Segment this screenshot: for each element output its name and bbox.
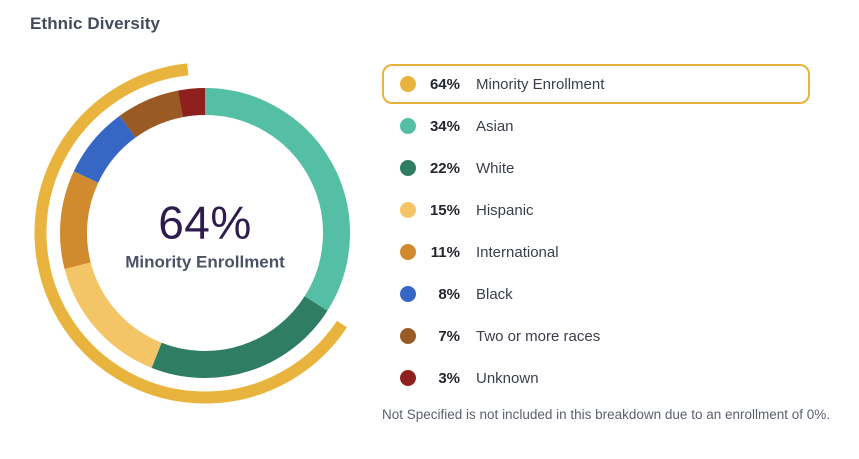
legend-label: Asian bbox=[476, 117, 514, 135]
footnote: Not Specified is not included in this br… bbox=[382, 407, 831, 422]
legend-row-hispanic[interactable]: 15% Hispanic bbox=[382, 190, 810, 230]
legend-label: Minority Enrollment bbox=[476, 75, 605, 93]
legend-color-dot bbox=[400, 118, 416, 134]
legend-row-white[interactable]: 22% White bbox=[382, 148, 810, 188]
legend-color-dot bbox=[400, 244, 416, 260]
legend-percent: 7% bbox=[438, 327, 460, 345]
donut-chart-area: 64% Minority Enrollment bbox=[0, 0, 420, 459]
legend-percent: 22% bbox=[429, 159, 460, 177]
legend-row-international[interactable]: 11% International bbox=[382, 232, 810, 272]
legend: 64% Minority Enrollment 34% Asian 22% Wh… bbox=[382, 64, 810, 398]
donut-segment-hispanic[interactable] bbox=[64, 261, 162, 368]
outer-arc-minority-enrollment[interactable] bbox=[34, 63, 348, 404]
legend-label: Two or more races bbox=[476, 327, 601, 345]
legend-percent: 3% bbox=[438, 369, 460, 387]
donut-segment-black[interactable] bbox=[73, 115, 136, 184]
legend-label: Black bbox=[476, 285, 513, 303]
legend-label: International bbox=[476, 243, 559, 261]
section-title: Ethnic Diversity bbox=[30, 14, 161, 33]
legend-row-two-or-more-races[interactable]: 7% Two or more races bbox=[382, 316, 810, 356]
legend-color-dot bbox=[400, 76, 416, 92]
donut-segment-white[interactable] bbox=[151, 295, 328, 378]
legend-percent: 34% bbox=[429, 117, 460, 135]
legend-percent: 11% bbox=[430, 243, 460, 261]
legend-label: White bbox=[476, 159, 515, 177]
legend-percent: 64% bbox=[429, 75, 460, 93]
donut-segment-international[interactable] bbox=[60, 171, 99, 270]
legend-color-dot bbox=[400, 328, 416, 344]
legend-row-black[interactable]: 8% Black bbox=[382, 274, 810, 314]
legend-label: Unknown bbox=[476, 369, 539, 387]
donut-segment-unknown[interactable] bbox=[177, 88, 206, 118]
ethnic-diversity-donut-chart bbox=[34, 63, 350, 404]
legend-color-dot bbox=[400, 286, 416, 302]
legend-color-dot bbox=[400, 202, 416, 218]
legend-percent: 15% bbox=[429, 201, 460, 219]
legend-color-dot bbox=[400, 160, 416, 176]
donut-segment-two-or-more-races[interactable] bbox=[119, 90, 184, 138]
legend-label: Hispanic bbox=[476, 201, 534, 219]
legend-row-minority-enrollment[interactable]: 64% Minority Enrollment bbox=[382, 64, 810, 104]
donut-segment-asian[interactable] bbox=[204, 88, 350, 311]
legend-row-unknown[interactable]: 3% Unknown bbox=[382, 358, 810, 398]
legend-row-asian[interactable]: 34% Asian bbox=[382, 106, 810, 146]
legend-color-dot bbox=[400, 370, 416, 386]
legend-percent: 8% bbox=[438, 285, 460, 303]
